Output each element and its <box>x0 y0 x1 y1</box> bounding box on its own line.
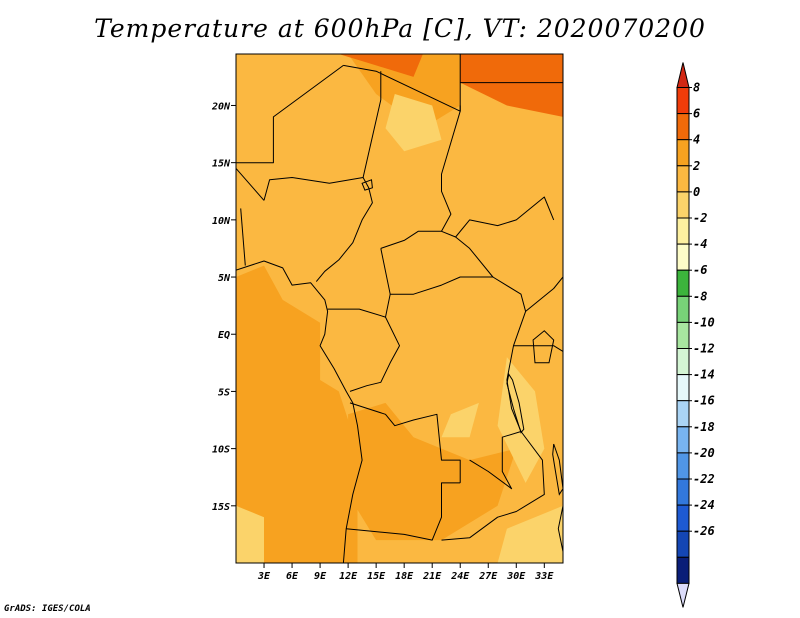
border-cameroon-gabon <box>327 294 391 318</box>
map-frame <box>235 53 564 564</box>
colorbar-level-label: 8 <box>693 81 700 95</box>
temp-region-warm-south-interior <box>348 402 517 541</box>
temp-region-mild-east-lowlands <box>497 357 545 483</box>
colorbar-swatch <box>676 452 690 480</box>
colorbar-swatch <box>676 478 690 506</box>
lat-tick-label: 20N <box>211 101 231 112</box>
colorbar-level-label: -4 <box>693 237 707 251</box>
lat-tick-label: EQ <box>218 330 230 341</box>
lat-tick-label: 5N <box>218 273 231 284</box>
temp-region-mild-southwest <box>236 505 264 563</box>
lon-tick-label: 9E <box>314 571 327 582</box>
colorbar-swatch <box>676 374 690 402</box>
border-mali-niger <box>236 64 344 164</box>
lon-tick-label: 6E <box>286 571 299 582</box>
lon-tick-label: 12E <box>339 571 358 582</box>
colorbar-swatch <box>676 348 690 376</box>
colorbar-swatch <box>676 426 690 454</box>
colorbar-level-label: -2 <box>693 211 707 225</box>
border-ghana-togo <box>240 208 246 266</box>
lat-tick-label: 10S <box>212 445 230 456</box>
colorbar-level-label: -8 <box>693 289 707 303</box>
colorbar-level-label: -14 <box>693 368 715 382</box>
colorbar-level-label: -20 <box>693 446 715 460</box>
colorbar-swatch <box>676 321 690 349</box>
colorbar-swatch <box>676 243 690 271</box>
colorbar-swatch <box>676 295 690 323</box>
lon-tick-label: 30E <box>506 571 526 582</box>
border-drc-angola <box>349 402 461 483</box>
border-nigeria-north <box>263 177 373 282</box>
grads-credit: GrADS: IGES/COLA <box>4 604 91 614</box>
coastline-east-africa <box>557 505 563 552</box>
lon-tick-label: 33E <box>534 571 554 582</box>
colorbar-swatch <box>676 113 690 141</box>
lake-chad <box>361 179 373 191</box>
colorbar-level-label: -18 <box>693 420 715 434</box>
colorbar-swatch <box>676 504 690 532</box>
temp-region-mild-sahel-patch <box>385 94 442 152</box>
border-tanzania <box>513 345 563 352</box>
lon-tick-label: 15E <box>367 571 386 582</box>
temp-region-hot-north-strip <box>338 54 423 77</box>
lon-tick-label: 18E <box>395 571 414 582</box>
colorbar-swatch <box>676 530 690 558</box>
lon-tick-label: 24E <box>450 571 470 582</box>
border-congo-drc <box>349 316 400 392</box>
temp-region-mild-congo-patch <box>441 402 479 438</box>
border-uganda-kenya <box>525 276 563 312</box>
colorbar-top-arrow <box>676 62 690 88</box>
border-drc-east <box>469 276 527 490</box>
temp-region-hot-northeast <box>460 54 563 117</box>
temp-region-warm-ocean-west <box>236 265 358 563</box>
border-angola-zambia-namibia <box>346 482 461 541</box>
colorbar-level-label: 6 <box>693 107 700 121</box>
colorbar-swatch <box>676 217 690 245</box>
lat-tick-label: 10N <box>212 216 231 227</box>
border-chad-car <box>380 230 494 295</box>
colorbar: 8 6 4 2 0 -2 -4 -6 -8 -10 -12 -14 -16 -18 -20 -22 -24 -26 <box>676 62 715 608</box>
lat-tick-label: 5S <box>218 387 230 398</box>
lon-tick-label: 3E <box>257 571 271 582</box>
colorbar-swatch <box>676 87 690 115</box>
border-burkina-niger <box>236 168 265 201</box>
colorbar-level-label: -12 <box>693 342 715 356</box>
map-axes: 3E 6E 9E 12E 15E 18E 21E 24E 27E 30E 33E 20N 15N 10N 5… <box>211 101 554 582</box>
colorbar-level-label: -22 <box>693 472 715 486</box>
lake-victoria <box>532 330 555 364</box>
border-zambia-south <box>441 431 545 541</box>
border-south-sudan <box>455 196 555 238</box>
lon-tick-label: 21E <box>422 571 442 582</box>
temp-region-mild-southeast <box>497 505 563 563</box>
colorbar-bottom-arrow <box>676 582 690 608</box>
lat-tick-label: 15N <box>212 159 231 170</box>
colorbar-level-label: -26 <box>693 524 715 538</box>
lake-tanganyika <box>506 373 525 434</box>
colorbar-level-label: -10 <box>693 315 715 329</box>
coastline-west-africa <box>236 260 363 563</box>
colorbar-swatch <box>676 269 690 297</box>
colorbar-swatch <box>676 165 690 193</box>
colorbar-level-label: 0 <box>693 185 700 199</box>
lon-tick-label: 27E <box>478 571 498 582</box>
colorbar-swatch <box>676 191 690 219</box>
border-niger-chad <box>362 71 382 178</box>
colorbar-swatch <box>676 556 690 584</box>
colorbar-level-label: 4 <box>693 133 700 147</box>
colorbar-level-label: -6 <box>693 263 707 277</box>
colorbar-level-label: -24 <box>693 498 715 512</box>
colorbar-swatch <box>676 400 690 428</box>
colorbar-level-label: 2 <box>692 159 700 173</box>
colorbar-level-label: -16 <box>693 394 715 408</box>
map-plot-area <box>235 53 564 564</box>
lake-malawi <box>552 443 563 496</box>
lat-tick-label: 15S <box>212 502 230 513</box>
map-title: Temperature at 600hPa [C], VT: 202007020… <box>94 14 706 43</box>
colorbar-swatch <box>676 139 690 167</box>
